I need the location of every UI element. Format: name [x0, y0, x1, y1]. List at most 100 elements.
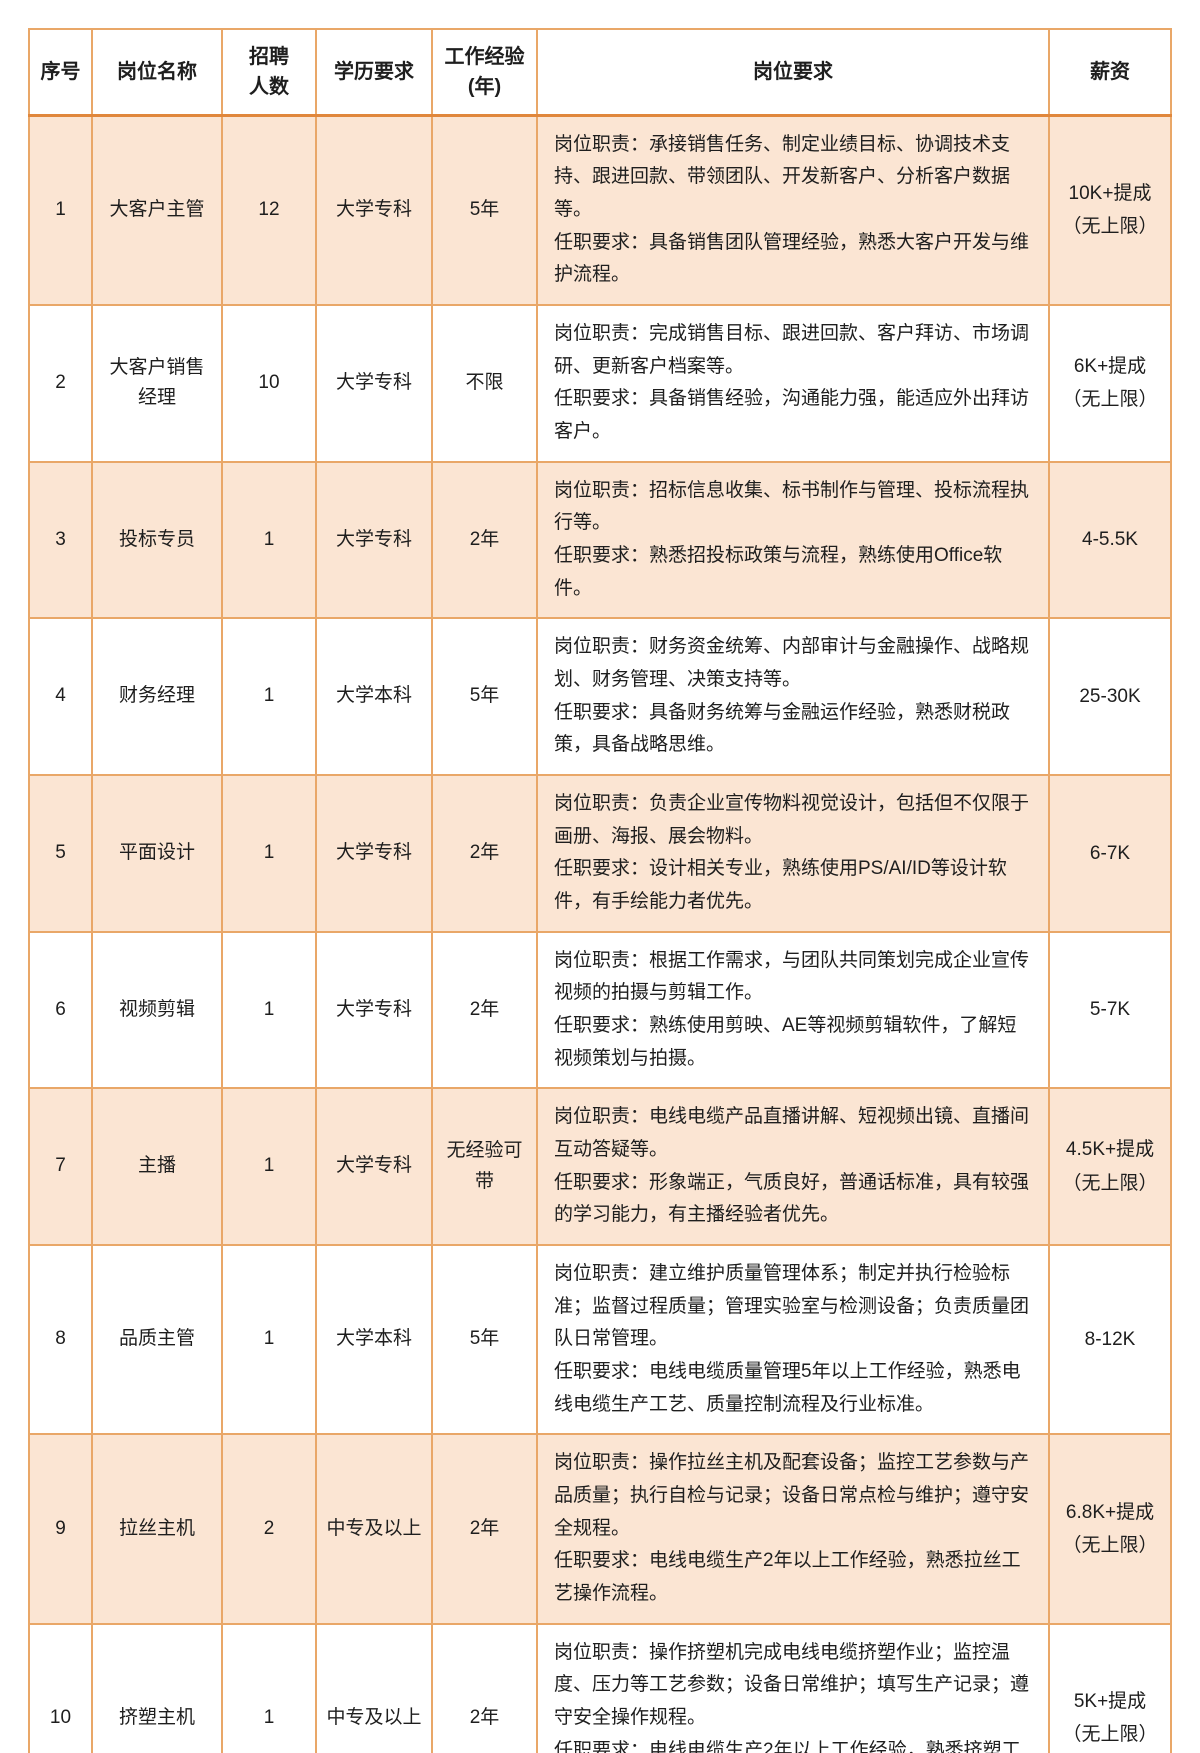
cell-salary: 6-7K	[1048, 773, 1172, 933]
table-row: 3 投标专员 1 大学专科 2年 岗位职责：招标信息收集、标书制作与管理、投标流…	[28, 460, 1172, 620]
table-row: 1 大客户主管 12 大学专科 5年 岗位职责：承接销售任务、制定业绩目标、协调…	[28, 114, 1172, 306]
cell-duty-text: 岗位职责：负责企业宣传物料视觉设计，包括但不仅限于画册、海报、展会物料。	[554, 792, 1030, 847]
cell-experience: 2年	[431, 773, 538, 933]
cell-headcount: 1	[221, 930, 317, 1090]
cell-experience: 2年	[431, 930, 538, 1090]
cell-duty-text: 岗位职责：完成销售目标、跟进回款、客户拜访、市场调研、更新客户档案等。	[554, 322, 1030, 377]
cell-education: 大学专科	[315, 1087, 433, 1246]
cell-requirement-text: 任职要求：具备财务统筹与金融运作经验，熟悉财税政策，具备战略思维。	[554, 701, 1011, 756]
cell-headcount: 1	[221, 773, 317, 933]
cell-salary: 4.5K+提成 （无上限）	[1048, 1087, 1172, 1246]
table-row: 2 大客户销售 经理 10 大学专科 不限 岗位职责：完成销售目标、跟进回款、客…	[28, 303, 1172, 463]
cell-education: 大学专科	[315, 303, 433, 463]
cell-position-name: 财务经理	[91, 617, 223, 776]
cell-position-name: 大客户主管	[91, 114, 223, 306]
cell-requirements: 岗位职责：承接销售任务、制定业绩目标、协调技术支持、跟进回款、带领团队、开发新客…	[536, 114, 1050, 306]
cell-salary: 25-30K	[1048, 617, 1172, 776]
cell-position-name: 视频剪辑	[91, 930, 223, 1090]
table-row: 6 视频剪辑 1 大学专科 2年 岗位职责：根据工作需求，与团队共同策划完成企业…	[28, 930, 1172, 1090]
cell-headcount: 1	[221, 1622, 317, 1753]
cell-index: 10	[28, 1622, 93, 1753]
table-row: 7 主播 1 大学专科 无经验可 带 岗位职责：电线电缆产品直播讲解、短视频出镜…	[28, 1087, 1172, 1246]
cell-headcount: 1	[221, 617, 317, 776]
cell-position-name: 平面设计	[91, 773, 223, 933]
cell-headcount: 1	[221, 1243, 317, 1436]
header-row: 序号 岗位名称 招聘 人数 学历要求 工作经验 (年) 岗位要求 薪资	[28, 28, 1172, 116]
cell-requirements: 岗位职责：建立维护质量管理体系；制定并执行检验标准；监督过程质量；管理实验室与检…	[536, 1243, 1050, 1436]
cell-education: 中专及以上	[315, 1622, 433, 1753]
cell-education: 大学专科	[315, 460, 433, 620]
table-body: 1 大客户主管 12 大学专科 5年 岗位职责：承接销售任务、制定业绩目标、协调…	[28, 114, 1172, 1753]
cell-requirements: 岗位职责：完成销售目标、跟进回款、客户拜访、市场调研、更新客户档案等。 任职要求…	[536, 303, 1050, 463]
cell-experience: 5年	[431, 1243, 538, 1436]
cell-education: 大学专科	[315, 114, 433, 306]
cell-experience: 2年	[431, 1622, 538, 1753]
cell-experience: 5年	[431, 114, 538, 306]
column-header-salary: 薪资	[1048, 28, 1172, 116]
cell-salary: 6K+提成 （无上限）	[1048, 303, 1172, 463]
cell-requirements: 岗位职责：财务资金统筹、内部审计与金融操作、战略规划、财务管理、决策支持等。 任…	[536, 617, 1050, 776]
cell-salary: 5-7K	[1048, 930, 1172, 1090]
cell-index: 1	[28, 114, 93, 306]
cell-headcount: 12	[221, 114, 317, 306]
cell-requirements: 岗位职责：操作挤塑机完成电线电缆挤塑作业；监控温度、压力等工艺参数；设备日常维护…	[536, 1622, 1050, 1753]
cell-education: 大学专科	[315, 773, 433, 933]
table-row: 5 平面设计 1 大学专科 2年 岗位职责：负责企业宣传物料视觉设计，包括但不仅…	[28, 773, 1172, 933]
column-header-education: 学历要求	[315, 28, 433, 116]
cell-index: 8	[28, 1243, 93, 1436]
cell-position-name: 投标专员	[91, 460, 223, 620]
cell-headcount: 1	[221, 1087, 317, 1246]
cell-duty-text: 岗位职责：承接销售任务、制定业绩目标、协调技术支持、跟进回款、带领团队、开发新客…	[554, 133, 1011, 220]
cell-experience: 5年	[431, 617, 538, 776]
cell-duty-text: 岗位职责：招标信息收集、标书制作与管理、投标流程执行等。	[554, 479, 1030, 534]
cell-education: 大学专科	[315, 930, 433, 1090]
cell-requirement-text: 任职要求：电线电缆质量管理5年以上工作经验，熟悉电线电缆生产工艺、质量控制流程及…	[554, 1361, 1021, 1415]
column-header-position: 岗位名称	[91, 28, 223, 116]
cell-duty-text: 岗位职责：操作拉丝主机及配套设备；监控工艺参数与产品质量；执行自检与记录；设备日…	[554, 1452, 1030, 1539]
cell-position-name: 品质主管	[91, 1243, 223, 1436]
cell-position-name: 大客户销售 经理	[91, 303, 223, 463]
cell-experience: 无经验可 带	[431, 1087, 538, 1246]
cell-requirement-text: 任职要求：电线电缆生产2年以上工作经验，熟悉拉丝工艺操作流程。	[554, 1550, 1021, 1605]
cell-position-name: 挤塑主机	[91, 1622, 223, 1753]
column-header-index: 序号	[28, 28, 93, 116]
cell-duty-text: 岗位职责：建立维护质量管理体系；制定并执行检验标准；监督过程质量；管理实验室与检…	[554, 1262, 1030, 1350]
table-row: 8 品质主管 1 大学本科 5年 岗位职责：建立维护质量管理体系；制定并执行检验…	[28, 1243, 1172, 1436]
cell-requirements: 岗位职责：根据工作需求，与团队共同策划完成企业宣传视频的拍摄与剪辑工作。 任职要…	[536, 930, 1050, 1090]
cell-duty-text: 岗位职责：操作挤塑机完成电线电缆挤塑作业；监控温度、压力等工艺参数；设备日常维护…	[554, 1641, 1030, 1729]
column-header-requirements: 岗位要求	[536, 28, 1050, 116]
cell-position-name: 主播	[91, 1087, 223, 1246]
cell-requirements: 岗位职责：招标信息收集、标书制作与管理、投标流程执行等。 任职要求：熟悉招投标政…	[536, 460, 1050, 620]
table-row: 9 拉丝主机 2 中专及以上 2年 岗位职责：操作拉丝主机及配套设备；监控工艺参…	[28, 1433, 1172, 1625]
cell-salary: 5K+提成 （无上限）	[1048, 1622, 1172, 1753]
column-header-experience: 工作经验 (年)	[431, 28, 538, 116]
cell-salary: 10K+提成 （无上限）	[1048, 114, 1172, 306]
cell-requirement-text: 任职要求：设计相关专业，熟练使用PS/AI/ID等设计软件，有手绘能力者优先。	[554, 858, 1007, 912]
cell-index: 9	[28, 1433, 93, 1625]
cell-requirements: 岗位职责：操作拉丝主机及配套设备；监控工艺参数与产品质量；执行自检与记录；设备日…	[536, 1433, 1050, 1625]
cell-headcount: 10	[221, 303, 317, 463]
cell-requirement-text: 任职要求：电线电缆生产2年以上工作经验，熟悉挤塑工艺。	[554, 1739, 1021, 1753]
cell-requirement-text: 任职要求：具备销售经验，沟通能力强，能适应外出拜访客户。	[554, 388, 1030, 442]
cell-duty-text: 岗位职责：财务资金统筹、内部审计与金融操作、战略规划、财务管理、决策支持等。	[554, 636, 1030, 690]
cell-salary: 4-5.5K	[1048, 460, 1172, 620]
cell-index: 4	[28, 617, 93, 776]
cell-experience: 2年	[431, 460, 538, 620]
cell-index: 6	[28, 930, 93, 1090]
cell-duty-text: 岗位职责：电线电缆产品直播讲解、短视频出镜、直播间互动答疑等。	[554, 1106, 1030, 1160]
table-row: 10 挤塑主机 1 中专及以上 2年 岗位职责：操作挤塑机完成电线电缆挤塑作业；…	[28, 1622, 1172, 1753]
cell-education: 大学本科	[315, 617, 433, 776]
cell-position-name: 拉丝主机	[91, 1433, 223, 1625]
cell-salary: 8-12K	[1048, 1243, 1172, 1436]
cell-requirement-text: 任职要求：熟悉招投标政策与流程，熟练使用Office软件。	[554, 544, 1003, 599]
cell-duty-text: 岗位职责：根据工作需求，与团队共同策划完成企业宣传视频的拍摄与剪辑工作。	[554, 949, 1030, 1004]
table-row: 4 财务经理 1 大学本科 5年 岗位职责：财务资金统筹、内部审计与金融操作、战…	[28, 617, 1172, 776]
cell-requirement-text: 任职要求：具备销售团队管理经验，熟悉大客户开发与维护流程。	[554, 231, 1030, 286]
cell-headcount: 2	[221, 1433, 317, 1625]
cell-index: 7	[28, 1087, 93, 1246]
cell-headcount: 1	[221, 460, 317, 620]
cell-experience: 不限	[431, 303, 538, 463]
cell-requirement-text: 任职要求：形象端正，气质良好，普通话标准，具有较强的学习能力，有主播经验者优先。	[554, 1171, 1030, 1226]
cell-index: 2	[28, 303, 93, 463]
